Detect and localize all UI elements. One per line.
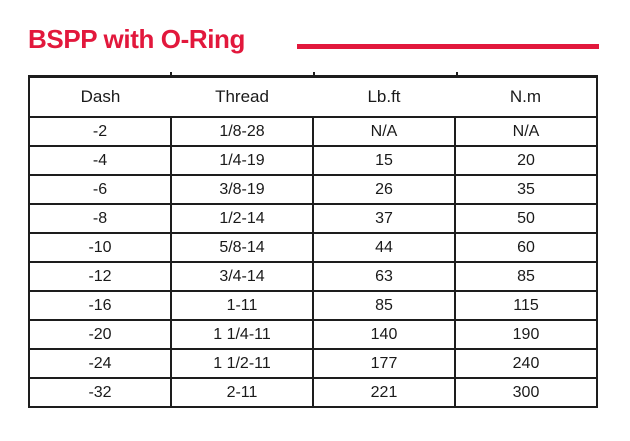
torque-table: Dash Thread Lb.ft N.m -2 1/8-28 N/A N/A -4 1/… <box>28 75 598 408</box>
table-row: -8 1/2-14 37 50 <box>28 203 598 234</box>
column-tick <box>456 72 458 75</box>
table-cell: -20 <box>28 319 172 350</box>
table-cell: 1/2-14 <box>170 203 314 234</box>
table-row: -24 1 1/2-11 177 240 <box>28 348 598 379</box>
table-row: -12 3/4-14 63 85 <box>28 261 598 292</box>
table-cell: 1/4-19 <box>170 145 314 176</box>
column-tick <box>313 72 315 75</box>
table-cell: 85 <box>312 290 456 321</box>
table-cell: 2-11 <box>170 377 314 408</box>
title-rule <box>297 44 599 49</box>
column-header-lbft: Lb.ft <box>313 76 455 118</box>
table-cell: 115 <box>454 290 598 321</box>
table-cell: -2 <box>28 116 172 147</box>
table-row: -4 1/4-19 15 20 <box>28 145 598 176</box>
table-cell: -10 <box>28 232 172 263</box>
table-cell: -32 <box>28 377 172 408</box>
table-cell: 3/8-19 <box>170 174 314 205</box>
table-cell: 1 1/4-11 <box>170 319 314 350</box>
table-cell: 60 <box>454 232 598 263</box>
table-body: -2 1/8-28 N/A N/A -4 1/4-19 15 20 -6 3/8-19 26 35 -8… <box>28 116 598 408</box>
table-cell: 300 <box>454 377 598 408</box>
table-cell: 5/8-14 <box>170 232 314 263</box>
table-cell: 1-11 <box>170 290 314 321</box>
table-cell: 177 <box>312 348 456 379</box>
table-cell: 1 1/2-11 <box>170 348 314 379</box>
table-cell: -24 <box>28 348 172 379</box>
table-cell: -4 <box>28 145 172 176</box>
table-cell: N/A <box>454 116 598 147</box>
table-cell: 44 <box>312 232 456 263</box>
table-cell: 37 <box>312 203 456 234</box>
table-header: Dash Thread Lb.ft N.m <box>29 76 597 118</box>
table-cell: 140 <box>312 319 456 350</box>
column-header-dash: Dash <box>29 76 171 118</box>
table-row: -2 1/8-28 N/A N/A <box>28 116 598 147</box>
table-cell: 85 <box>454 261 598 292</box>
table-cell: -8 <box>28 203 172 234</box>
torque-table-wrapper: Dash Thread Lb.ft N.m -2 1/8-28 N/A N/A -4 1/… <box>28 72 598 408</box>
table-cell: 35 <box>454 174 598 205</box>
column-header-nm: N.m <box>455 76 597 118</box>
table-row: -32 2-11 221 300 <box>28 377 598 408</box>
table-row: -10 5/8-14 44 60 <box>28 232 598 263</box>
header-row: Dash Thread Lb.ft N.m <box>29 76 597 118</box>
table-cell: 1/8-28 <box>170 116 314 147</box>
table-cell: 190 <box>454 319 598 350</box>
table-cell: 3/4-14 <box>170 261 314 292</box>
table-cell: 221 <box>312 377 456 408</box>
table-cell: 240 <box>454 348 598 379</box>
table-cell: -16 <box>28 290 172 321</box>
table-cell: 50 <box>454 203 598 234</box>
table-cell: 26 <box>312 174 456 205</box>
table-cell: 63 <box>312 261 456 292</box>
table-cell: 15 <box>312 145 456 176</box>
table-row: -20 1 1/4-11 140 190 <box>28 319 598 350</box>
table-row: -6 3/8-19 26 35 <box>28 174 598 205</box>
column-header-thread: Thread <box>171 76 313 118</box>
table-cell: -6 <box>28 174 172 205</box>
table-cell: N/A <box>312 116 456 147</box>
table-row: -16 1-11 85 115 <box>28 290 598 321</box>
column-tick <box>170 72 172 75</box>
table-cell: -12 <box>28 261 172 292</box>
page-title: BSPP with O-Ring <box>28 24 246 54</box>
table-cell: 20 <box>454 145 598 176</box>
